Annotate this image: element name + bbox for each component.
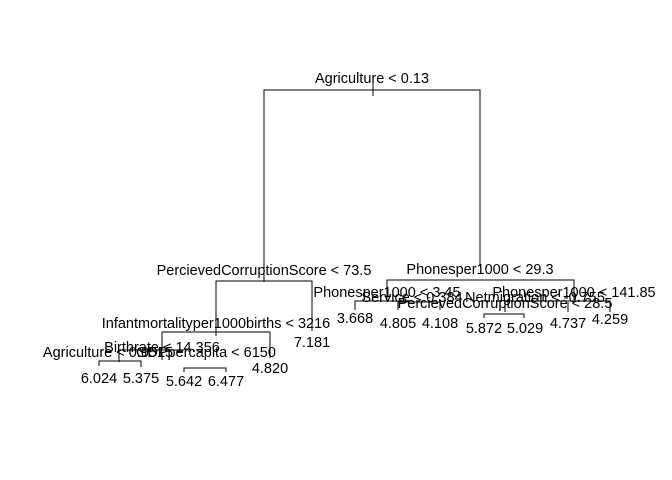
split-label-left: PercievedCorruptionScore < 73.5 (157, 263, 372, 279)
split-label-gdp: GDPpercapita < 6150 (136, 345, 276, 361)
split-label-right-left: Phonesper1000 < 3.45 (313, 285, 460, 301)
leaf-value: 4.820 (252, 361, 288, 377)
right-left-branch (354, 300, 410, 310)
left-left-left-branch (118, 349, 184, 362)
leaf-value: 6.024 (81, 371, 117, 387)
leaf-value: 5.375 (123, 371, 159, 387)
tree-edges (98, 80, 611, 372)
left-left-branch (161, 331, 271, 358)
split-label-right: Phonesper1000 < 29.3 (406, 262, 553, 278)
leaf-value: 5.642 (166, 374, 202, 390)
split-label-right-right: Phonesper1000 < 141.85 (492, 285, 655, 301)
leaf-value: 5.872 (466, 321, 502, 337)
leaf-branch-a (98, 360, 142, 367)
split-label-netmigration: Netmigration < -0.755 (465, 290, 605, 306)
split-label-agriculture-low: Agriculture < 0.0515 (43, 345, 173, 361)
leaf-value: 4.737 (550, 316, 586, 332)
root-branch (263, 89, 481, 282)
leaf-value: 4.108 (422, 316, 458, 332)
leaf-value: 5.029 (507, 321, 543, 337)
right-right-left-branch (483, 313, 525, 318)
split-label-corruption-right: PercievedCorruptionScore < 28.5 (398, 296, 613, 312)
split-labels: Agriculture < 0.13 PercievedCorruptionSc… (43, 71, 656, 361)
right-branch (386, 279, 575, 300)
leaf-value: 3.668 (337, 311, 373, 327)
leaf-branch-c (183, 367, 227, 372)
leaf-value: 4.259 (592, 312, 628, 328)
right-left-left-branch (397, 301, 441, 310)
split-label-root: Agriculture < 0.13 (315, 71, 429, 87)
leaf-values: 6.024 5.375 5.642 6.477 4.820 7.181 3.66… (81, 311, 628, 390)
left-branch (215, 280, 313, 336)
leaf-value: 6.477 (208, 374, 244, 390)
split-label-service: Service < 0.384 (361, 290, 462, 306)
leaf-value: 7.181 (294, 335, 330, 351)
leaf-value: 4.805 (380, 316, 416, 332)
split-label-birthrate: Birthrate < 14.356 (104, 340, 220, 356)
split-label-left-left: Infantmortalityper1000births < 3216 (102, 316, 331, 332)
